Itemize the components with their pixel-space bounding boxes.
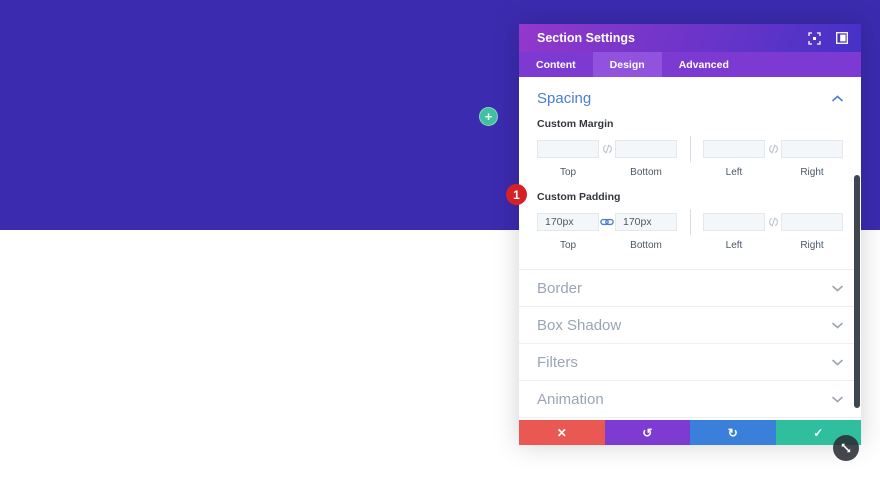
modal-footer: ✕ ↺ ↻ ✓	[519, 420, 861, 445]
unlink-icon[interactable]	[765, 217, 781, 227]
custom-margin-group: Custom Margin	[519, 118, 861, 178]
spacing-section-toggle[interactable]: Spacing	[519, 77, 861, 107]
divider	[689, 136, 691, 162]
close-icon: ✕	[556, 425, 567, 440]
step-badge: 1	[506, 184, 527, 205]
padding-top-input[interactable]	[537, 213, 599, 231]
padding-field-labels: Top Bottom Left Right	[559, 240, 824, 251]
padding-bottom-input[interactable]	[615, 213, 677, 231]
undo-button[interactable]: ↺	[604, 420, 690, 445]
margin-inputs-row	[537, 136, 843, 162]
margin-field-labels: Top Bottom Left Right	[559, 167, 824, 178]
chevron-down-icon	[832, 396, 843, 403]
margin-right-input[interactable]	[781, 140, 843, 158]
tab-content[interactable]: Content	[536, 58, 576, 71]
custom-margin-label: Custom Margin	[537, 118, 614, 130]
padding-left-input[interactable]	[703, 213, 765, 231]
plus-icon: +	[484, 108, 493, 124]
spacing-title: Spacing	[537, 90, 592, 107]
modal-header-icons	[807, 31, 849, 45]
padding-inputs-row	[537, 209, 843, 235]
panel-layout-icon[interactable]	[835, 31, 849, 45]
undo-icon: ↺	[642, 425, 653, 440]
divider	[689, 209, 691, 235]
tab-design[interactable]: Design	[592, 52, 662, 77]
resize-handle[interactable]	[833, 435, 859, 461]
padding-right-input[interactable]	[781, 213, 843, 231]
chevron-down-icon	[832, 322, 843, 329]
section-toggle-box-shadow[interactable]: Box Shadow	[519, 307, 861, 344]
redo-icon: ↻	[727, 425, 738, 440]
redo-button[interactable]: ↻	[690, 420, 776, 445]
section-toggle-animation[interactable]: Animation	[519, 381, 861, 418]
section-toggle-filters[interactable]: Filters	[519, 344, 861, 381]
tab-advanced[interactable]: Advanced	[678, 58, 729, 71]
collapsed-sections: Border Box Shadow Filters	[519, 269, 861, 418]
diagonal-resize-icon	[841, 443, 851, 453]
chevron-up-icon	[832, 95, 843, 102]
section-settings-modal: Section Settings	[519, 24, 861, 445]
margin-top-input[interactable]	[537, 140, 599, 158]
link-icon[interactable]	[599, 217, 615, 227]
chevron-down-icon	[832, 285, 843, 292]
margin-left-input[interactable]	[703, 140, 765, 158]
margin-bottom-input[interactable]	[615, 140, 677, 158]
check-icon: ✓	[813, 425, 824, 440]
focus-expand-icon[interactable]	[807, 31, 821, 45]
add-section-button[interactable]: +	[479, 107, 498, 126]
section-toggle-border[interactable]: Border	[519, 270, 861, 307]
modal-title: Section Settings	[537, 31, 635, 45]
modal-scrollbar[interactable]	[854, 175, 860, 408]
custom-padding-label: Custom Padding	[537, 191, 621, 203]
discard-button[interactable]: ✕	[519, 420, 605, 445]
unlink-icon[interactable]	[599, 144, 615, 154]
modal-body: Spacing Custom Margin	[519, 77, 861, 420]
modal-tabs: Content Design Advanced	[519, 52, 861, 77]
chevron-down-icon	[832, 359, 843, 366]
unlink-icon[interactable]	[765, 144, 781, 154]
modal-header[interactable]: Section Settings	[519, 24, 861, 52]
custom-padding-group: Custom Padding	[519, 191, 861, 251]
